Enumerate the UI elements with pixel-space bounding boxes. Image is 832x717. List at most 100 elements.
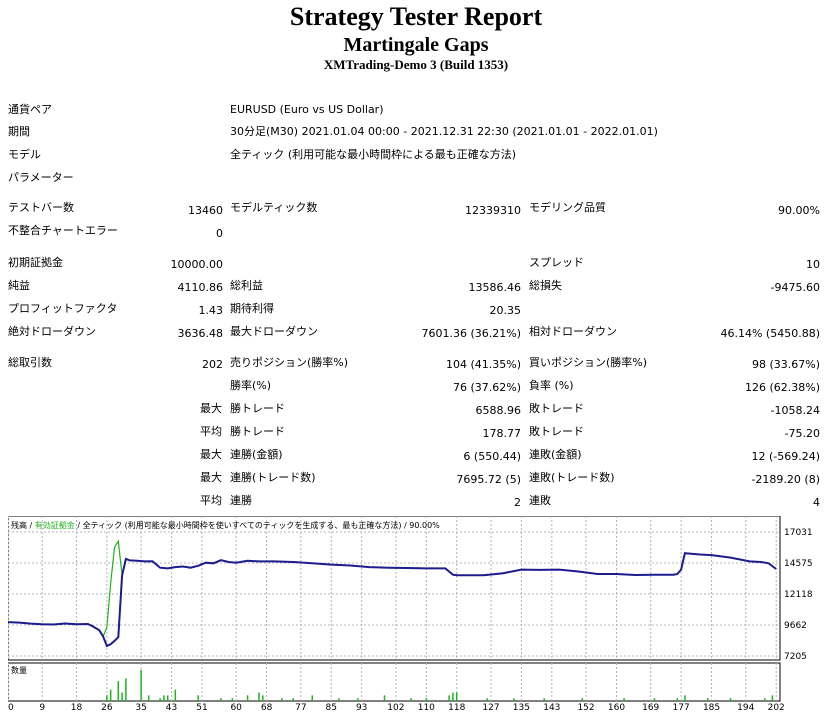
absolute-drawdown-label: 絶対ドローダウン (8, 325, 96, 338)
short-positions-value: 104 (41.35%) (445, 358, 521, 371)
symbol-value: EURUSD (Euro vs US Dollar) (230, 103, 384, 116)
consecutive-losses-amount-label: 連敗(金額) (529, 448, 582, 461)
x-tick-label: 143 (543, 703, 560, 712)
long-positions-value: 98 (33.67%) (751, 358, 820, 371)
relative-drawdown-value: 46.14% (5450.88) (720, 327, 820, 340)
mismatch-value: 0 (216, 227, 223, 240)
expected-payoff-value: 20.35 (489, 304, 522, 317)
largest-label: 最大 (200, 402, 222, 415)
period-label: 期間 (8, 125, 30, 138)
x-tick-label: 185 (703, 703, 720, 712)
largest-loss-label: 敗トレード (529, 402, 584, 415)
consecutive-losses-count-value: -2189.20 (8) (751, 473, 820, 486)
net-profit-label: 純益 (8, 279, 30, 292)
long-positions-label: 買いポジション(勝率%) (529, 356, 648, 369)
report-title: Strategy Tester Report (289, 2, 543, 31)
x-tick-label: 102 (387, 703, 404, 712)
x-tick-label: 194 (737, 703, 754, 712)
average-loss-label: 敗トレード (529, 425, 584, 438)
consecutive-wins-amount-label: 連勝(金額) (230, 448, 283, 461)
x-tick-label: 35 (135, 703, 146, 712)
average-consecutive-losses-label: 連敗 (529, 494, 551, 507)
deposit-label: 初期証拠金 (8, 256, 63, 269)
loss-rate-value: 126 (62.38%) (744, 381, 820, 394)
short-positions-label: 売りポジション(勝率%) (230, 356, 349, 369)
x-tick-label: 9 (39, 703, 45, 712)
x-tick-label: 152 (577, 703, 594, 712)
x-tick-label: 68 (261, 703, 273, 712)
deposit-value: 10000.00 (170, 258, 224, 271)
consecutive-losses-count-label: 連敗(トレード数) (529, 471, 615, 484)
chart-legend: 残高 / 有効証拠金 / 全ティック (利用可能な最小時間枠を使いすべてのティッ… (11, 520, 440, 530)
balance-chart: 残高 / 有効証拠金 / 全ティック (利用可能な最小時間枠を使いすべてのティッ… (8, 516, 813, 712)
total-trades-label: 総取引数 (8, 356, 52, 369)
profit-factor-value: 1.43 (198, 304, 224, 317)
y-tick-label: 12118 (784, 590, 813, 600)
consecutive-wins-amount-value: 6 (550.44) (463, 450, 521, 463)
model-value: 全ティック (利用可能な最小時間枠による最も正確な方法) (230, 148, 517, 161)
spread-label: スプレッド (529, 256, 584, 269)
average-loss-value: -75.20 (784, 427, 820, 440)
period-value: 30分足(M30) 2021.01.04 00:00 - 2021.12.31 … (230, 125, 658, 138)
win-rate-label: 勝率(%) (230, 379, 272, 392)
volume-plot-frame (8, 662, 781, 702)
main-plot-frame (8, 516, 781, 661)
average-consecutive-losses-value: 4 (813, 496, 820, 509)
x-tick-label: 135 (513, 703, 530, 712)
x-tick-label: 160 (608, 703, 625, 712)
consecutive-wins-count-label: 連勝(トレード数) (230, 471, 316, 484)
max-drawdown-label: 最大ドローダウン (230, 325, 318, 338)
x-tick-label: 43 (166, 703, 177, 712)
expected-payoff-label: 期待利得 (230, 302, 274, 315)
relative-drawdown-label: 相対ドローダウン (529, 325, 617, 338)
server-build: XMTrading-Demo 3 (Build 1353) (323, 57, 509, 72)
gross-loss-value: -9475.60 (770, 281, 820, 294)
x-tick-label: 169 (642, 703, 659, 712)
average-consecutive-wins-value: 2 (514, 496, 521, 509)
y-tick-label: 7205 (784, 652, 807, 662)
x-tick-label: 18 (71, 703, 83, 712)
x-tick-label: 85 (326, 703, 337, 712)
ticks-label: モデルティック数 (230, 201, 318, 214)
x-tick-label: 177 (673, 703, 690, 712)
gross-profit-value: 13586.46 (468, 281, 522, 294)
mismatch-label: 不整合チャートエラー (8, 224, 118, 237)
total-trades-value: 202 (202, 358, 223, 371)
largest-loss-value: -1058.24 (770, 404, 820, 417)
profit-factor-label: プロフィットファクタ (8, 302, 118, 315)
volume-label: 数量 (11, 665, 27, 675)
gross-profit-label: 総利益 (230, 279, 263, 292)
x-tick-label: 51 (196, 703, 207, 712)
max-drawdown-value: 7601.36 (36.21%) (421, 327, 521, 340)
parameters-label: パラメーター (8, 171, 74, 184)
quality-label: モデリング品質 (529, 201, 606, 214)
balance-line (8, 552, 777, 648)
net-profit-value: 4110.86 (177, 281, 224, 294)
x-tick-label: 127 (482, 703, 499, 712)
quality-value: 90.00% (778, 204, 820, 217)
x-tick-label: 0 (8, 703, 14, 712)
bars-value: 13460 (188, 204, 223, 217)
x-tick-label: 77 (295, 703, 306, 712)
x-tick-label: 26 (101, 703, 113, 712)
max-consecutive-label: 最大 (200, 448, 222, 461)
average-win-value: 178.77 (482, 427, 522, 440)
consecutive-wins-count-value: 7695.72 (5) (456, 473, 521, 486)
y-tick-label: 14575 (784, 559, 813, 569)
x-tick-label: 60 (230, 703, 242, 712)
y-tick-label: 9662 (784, 621, 807, 631)
symbol-label: 通貨ペア (8, 103, 52, 116)
largest-win-label: 勝トレード (230, 402, 285, 415)
largest-win-value: 6588.96 (475, 404, 522, 417)
absolute-drawdown-value: 3636.48 (177, 327, 224, 340)
spread-value: 10 (806, 258, 820, 271)
y-tick-label: 17031 (784, 528, 813, 538)
gross-loss-label: 総損失 (529, 279, 562, 292)
x-tick-label: 118 (448, 703, 465, 712)
expert-name: Martingale Gaps (343, 34, 489, 56)
ticks-value: 12339310 (465, 204, 521, 217)
average-consecutive-label: 平均 (200, 494, 222, 507)
x-tick-label: 202 (768, 703, 785, 712)
x-tick-label: 93 (356, 703, 367, 712)
average-win-label: 勝トレード (230, 425, 285, 438)
